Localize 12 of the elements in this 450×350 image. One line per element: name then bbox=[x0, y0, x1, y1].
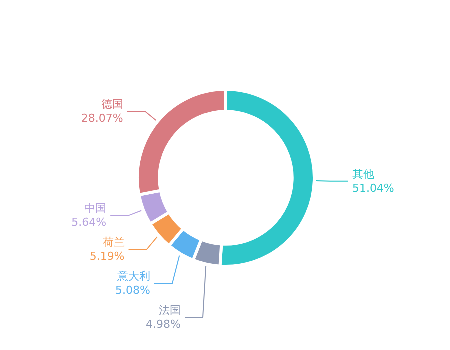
data-label: 4.98% bbox=[146, 318, 182, 332]
slice-label: 其他 bbox=[352, 168, 374, 181]
slice-label: 意大利 bbox=[116, 270, 150, 284]
data-label: 5.19% bbox=[90, 250, 125, 264]
data-label: 5.64% bbox=[72, 216, 107, 230]
slice-label: 法国 bbox=[159, 304, 182, 318]
data-label: 5.08% bbox=[116, 284, 150, 298]
data-label: 28.07% bbox=[81, 112, 124, 125]
data-label: 51.04% bbox=[352, 182, 394, 195]
slice-label: 荷兰 bbox=[102, 236, 125, 250]
slice-label: 德国 bbox=[101, 98, 124, 111]
slice-label: 中国 bbox=[84, 202, 107, 216]
